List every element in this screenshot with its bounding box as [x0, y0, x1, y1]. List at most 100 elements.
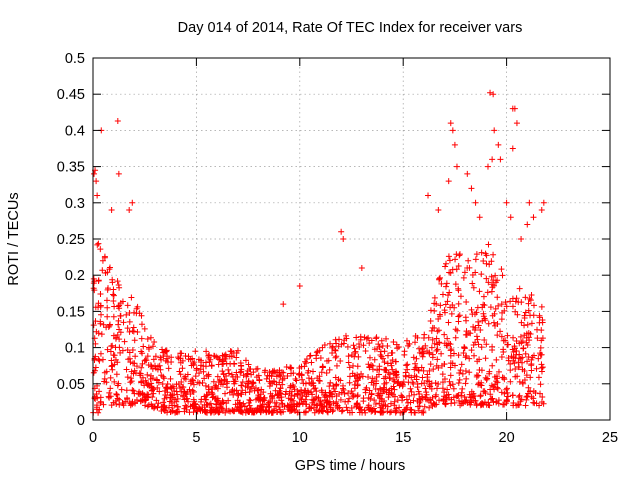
data-point: [446, 378, 453, 385]
data-point: [129, 327, 136, 334]
data-point: [499, 309, 506, 316]
data-point: [190, 409, 197, 416]
data-point: [430, 366, 437, 373]
data-point: [527, 331, 534, 337]
data-point: [461, 269, 468, 276]
data-point: [179, 357, 186, 364]
data-point: [446, 269, 453, 276]
data-point: [521, 322, 528, 329]
data-point: [109, 366, 116, 373]
data-point: [392, 358, 399, 365]
data-point: [240, 372, 247, 379]
data-point: [536, 402, 543, 409]
data-point: [196, 370, 203, 377]
data-point: [433, 347, 440, 354]
data-point: [221, 376, 228, 383]
data-point: [276, 379, 283, 386]
data-point: [335, 376, 342, 383]
data-point: [481, 336, 488, 343]
data-point: [238, 382, 245, 389]
data-point: [494, 320, 501, 327]
data-point: [359, 373, 366, 380]
data-point: [422, 396, 429, 403]
data-point: [441, 307, 448, 314]
data-point: [107, 374, 114, 381]
data-point: [371, 356, 378, 363]
y-tick-label: 0.1: [65, 341, 85, 357]
data-point: [238, 368, 245, 375]
data-point: [230, 349, 237, 356]
data-point: [126, 399, 133, 406]
data-point: [120, 402, 127, 409]
data-point: [313, 388, 320, 395]
data-point: [498, 266, 505, 273]
data-point: [329, 408, 336, 415]
data-point: [406, 340, 413, 347]
data-points: [90, 89, 547, 416]
y-tick-labels: 0 0.05 0.1 0.15 0.2 0.25 0.3 0.35 0.4 0.45 0.5: [57, 51, 85, 429]
data-point: [199, 379, 206, 386]
data-point: [332, 388, 339, 395]
data-point: [105, 285, 112, 292]
data-point: [381, 380, 388, 387]
data-point: [143, 379, 150, 386]
data-point: [507, 367, 514, 374]
data-point: [182, 402, 189, 409]
data-point: [330, 385, 337, 392]
data-point: [416, 345, 423, 352]
data-point: [325, 357, 332, 364]
data-point: [456, 312, 463, 319]
data-point: [539, 394, 546, 401]
data-point: [394, 379, 401, 386]
data-point: [530, 214, 537, 221]
data-point: [360, 342, 367, 349]
data-point: [245, 361, 252, 368]
data-point: [520, 345, 527, 352]
data-point: [444, 386, 451, 393]
data-point: [345, 359, 352, 366]
data-point: [416, 349, 423, 356]
data-point: [151, 339, 158, 346]
y-tick-label: 0.05: [57, 377, 85, 393]
data-point: [421, 403, 428, 410]
data-point: [265, 399, 272, 406]
data-point: [111, 303, 118, 310]
data-point: [478, 249, 485, 256]
data-point: [332, 347, 339, 354]
data-point: [483, 260, 490, 267]
data-point: [390, 376, 397, 383]
data-point: [503, 199, 510, 206]
data-point: [148, 372, 155, 379]
data-point: [95, 356, 102, 363]
data-point: [195, 404, 202, 411]
data-point: [428, 385, 435, 392]
data-point: [459, 385, 466, 392]
data-point: [510, 357, 517, 364]
data-point: [451, 141, 458, 148]
data-point: [502, 299, 509, 306]
data-point: [121, 338, 128, 345]
data-point: [340, 236, 347, 242]
data-point: [517, 333, 524, 340]
data-point: [463, 299, 470, 306]
data-point: [365, 361, 372, 368]
data-point: [346, 364, 353, 371]
data-point: [105, 393, 112, 400]
data-point: [474, 358, 481, 365]
data-point: [117, 312, 124, 319]
data-point: [490, 319, 497, 326]
data-point: [435, 381, 442, 388]
data-point: [287, 382, 294, 389]
data-point: [144, 353, 151, 360]
data-point: [181, 375, 188, 382]
data-point: [498, 353, 505, 360]
data-point: [477, 393, 484, 400]
data-point: [488, 258, 495, 265]
data-point: [538, 327, 545, 334]
data-point: [462, 367, 469, 374]
data-point: [483, 252, 490, 259]
y-tick-label: 0.5: [65, 51, 85, 67]
data-point: [371, 397, 378, 404]
data-point: [415, 407, 422, 414]
data-point: [484, 375, 491, 382]
